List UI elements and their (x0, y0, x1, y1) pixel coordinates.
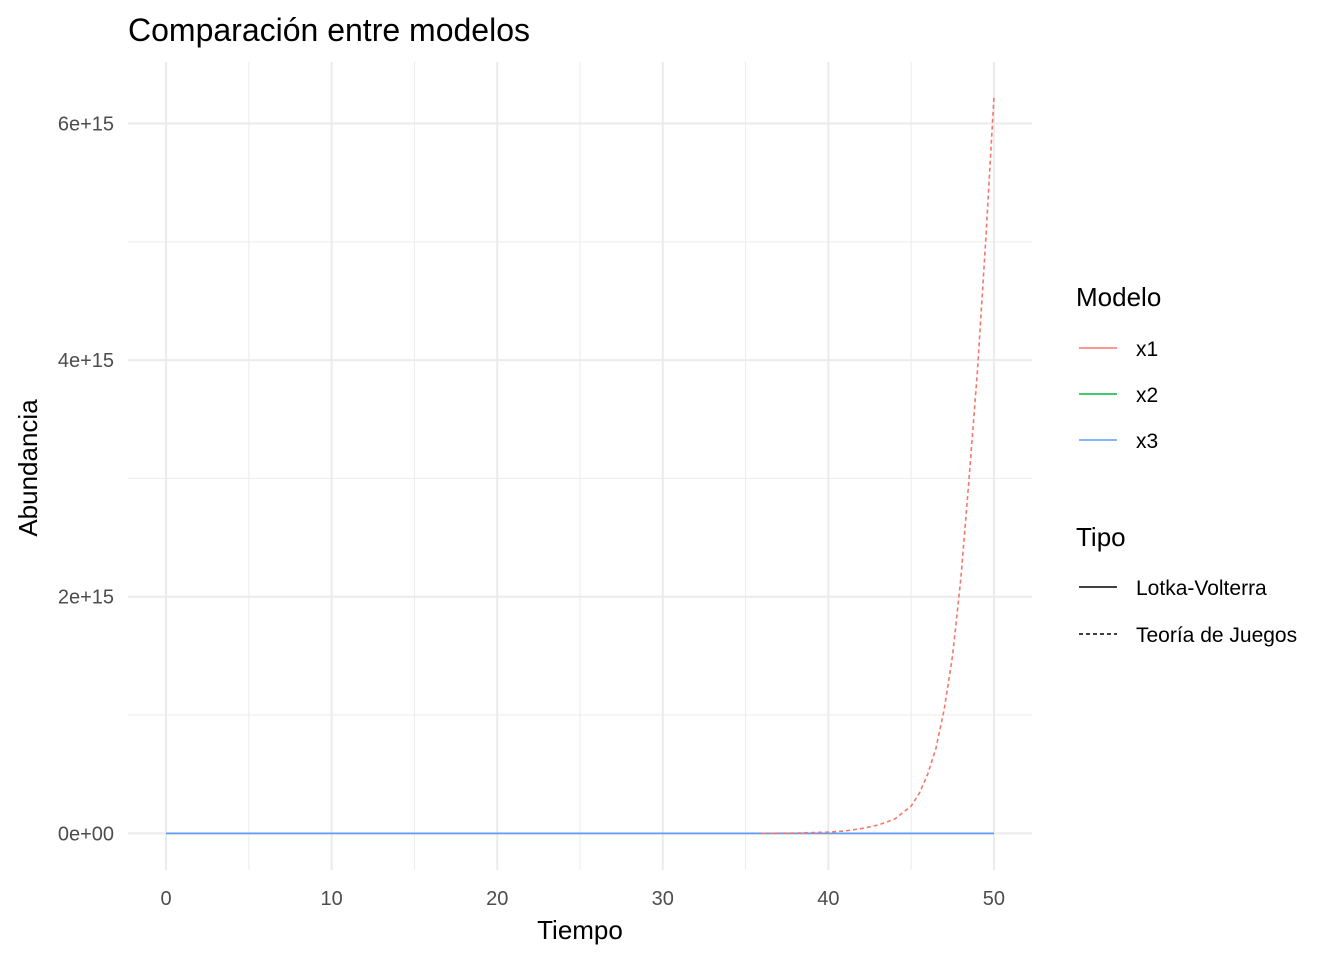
major-grid (128, 62, 1032, 870)
y-axis-ticks: 0e+00 2e+15 4e+15 6e+15 (58, 114, 114, 846)
x-tick-label: 30 (652, 888, 674, 910)
legend-label: Lotka-Volterra (1136, 577, 1267, 600)
x-tick-label: 10 (321, 888, 343, 910)
y-tick-label: 6e+15 (58, 114, 114, 136)
chart-title: Comparación entre modelos (128, 12, 530, 48)
legend-title-tipo: Tipo (1076, 522, 1126, 552)
x-tick-label: 0 (161, 888, 172, 910)
minor-grid (128, 62, 1032, 870)
series-line-x1-teoria-de-juegos (762, 97, 995, 835)
x-tick-label: 40 (817, 888, 839, 910)
y-tick-label: 0e+00 (58, 823, 114, 845)
legend: Modelo x1 x2 x3 Tipo Lotka-Volterra Teoría de … (1076, 282, 1297, 647)
legend-title-modelo: Modelo (1076, 282, 1161, 312)
legend-label: x1 (1136, 338, 1158, 361)
y-tick-label: 2e+15 (58, 587, 114, 609)
legend-label: Teoría de Juegos (1136, 624, 1297, 647)
legend-label: x3 (1136, 430, 1158, 453)
x-axis-ticks: 0 10 20 30 40 50 (161, 888, 1006, 910)
legend-label: x2 (1136, 384, 1158, 407)
x-axis-title: Tiempo (537, 915, 623, 945)
y-axis-title: Abundancia (13, 399, 43, 537)
series-lines (166, 97, 995, 835)
x-tick-label: 50 (983, 888, 1005, 910)
y-tick-label: 4e+15 (58, 350, 114, 372)
x-tick-label: 20 (486, 888, 508, 910)
